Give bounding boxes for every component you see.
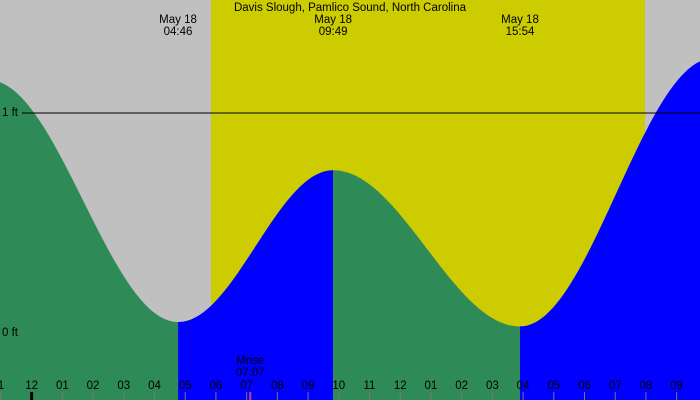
event-date: May 18 <box>314 14 352 26</box>
x-tick-label: 09 <box>302 380 315 392</box>
falling-tide-area <box>333 170 521 400</box>
moonrise-label: Mrise <box>236 355 264 367</box>
event-time: 04:46 <box>164 26 193 38</box>
x-tick-label: 02 <box>87 380 100 392</box>
y-tick-label: 0 ft <box>2 327 19 339</box>
x-tick-label: 11 <box>364 380 376 392</box>
x-tick-label: 12 <box>25 380 38 392</box>
x-tick-label: 04 <box>517 380 530 392</box>
x-tick-label: 01 <box>56 380 69 392</box>
x-tick-label: 09 <box>670 380 683 392</box>
x-tick-label: 05 <box>547 380 560 392</box>
x-tick-label: 07 <box>609 380 622 392</box>
event-date: May 18 <box>501 14 539 26</box>
event-time: 09:49 <box>319 26 348 38</box>
x-tick-label: 1 <box>0 380 4 392</box>
x-tick-label: 08 <box>271 380 284 392</box>
x-tick-label: 03 <box>486 380 499 392</box>
y-tick-label: 1 ft <box>2 107 19 119</box>
x-tick-label: 06 <box>210 380 223 392</box>
event-time: 15:54 <box>506 26 535 38</box>
x-tick-label: 05 <box>179 380 192 392</box>
x-tick-label: 10 <box>332 380 345 392</box>
event-date: May 18 <box>159 14 197 26</box>
x-tick-label: 02 <box>455 380 468 392</box>
falling-tide-area <box>0 82 179 400</box>
x-tick-label: 06 <box>578 380 591 392</box>
rising-tide-area <box>520 61 700 400</box>
x-tick-label: 08 <box>640 380 653 392</box>
moonrise-time: 07:07 <box>236 367 265 379</box>
x-tick-label: 03 <box>117 380 130 392</box>
x-tick-label: 01 <box>425 380 438 392</box>
x-tick-label: 12 <box>394 380 407 392</box>
chart-title: Davis Slough, Pamlico Sound, North Carol… <box>234 2 467 14</box>
rising-tide-area <box>178 170 334 400</box>
x-tick-label: 07 <box>240 380 253 392</box>
x-tick-label: 04 <box>148 380 161 392</box>
